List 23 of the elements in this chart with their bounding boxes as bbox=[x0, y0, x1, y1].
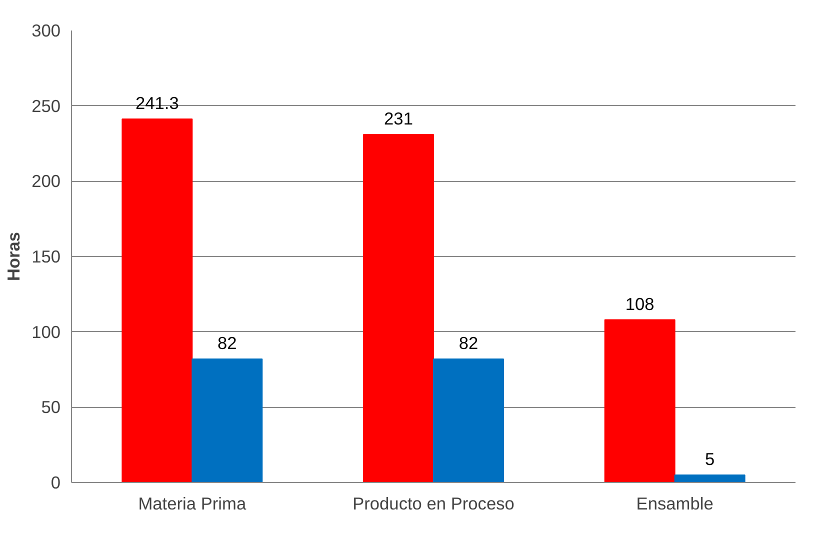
y-tick-label: 0 bbox=[50, 472, 61, 492]
data-label: 108 bbox=[625, 294, 654, 314]
y-tick-label: 300 bbox=[32, 20, 61, 40]
data-label: 231 bbox=[384, 108, 413, 128]
x-tick-label: Ensamble bbox=[636, 494, 714, 514]
data-label: 82 bbox=[458, 332, 478, 353]
bar bbox=[433, 358, 504, 482]
y-tick-label: 150 bbox=[32, 246, 61, 266]
data-label: 82 bbox=[218, 332, 237, 353]
data-label: 241.3 bbox=[135, 92, 179, 113]
y-tick-label: 250 bbox=[32, 96, 61, 116]
bar bbox=[122, 118, 193, 482]
y-tick-label: 50 bbox=[41, 397, 61, 418]
y-tick-label: 100 bbox=[32, 322, 61, 342]
bar bbox=[604, 319, 676, 482]
bar bbox=[674, 474, 746, 482]
x-tick-label: Materia Prima bbox=[138, 494, 246, 514]
y-tick-label: 200 bbox=[32, 171, 61, 192]
x-tick-label: Producto en Proceso bbox=[352, 494, 514, 514]
bar bbox=[363, 134, 434, 482]
bar bbox=[192, 358, 263, 482]
data-label: 5 bbox=[705, 448, 715, 469]
y-axis-title: Horas bbox=[4, 232, 24, 282]
